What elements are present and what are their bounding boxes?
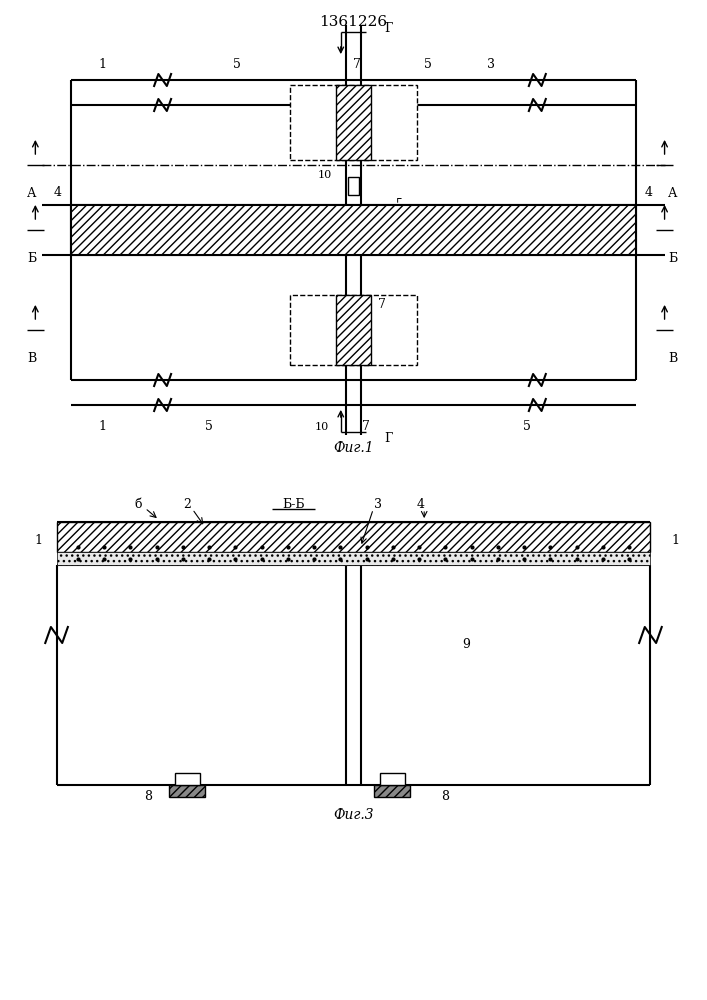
Bar	[348, 177, 358, 195]
Text: Г: Г	[385, 432, 393, 444]
Text: 5: 5	[204, 420, 213, 434]
Bar	[290, 85, 417, 160]
Text: 7: 7	[353, 58, 361, 72]
Text: 1: 1	[35, 534, 43, 546]
Text: Б-Б: Б-Б	[282, 497, 305, 510]
Bar	[71, 205, 636, 255]
Text: А: А	[27, 187, 37, 200]
Text: 4: 4	[645, 186, 653, 200]
Text: 4: 4	[54, 186, 62, 200]
Text: ⌜: ⌜	[396, 198, 403, 212]
Text: б: б	[134, 497, 141, 510]
Text: В: В	[668, 352, 678, 364]
Text: 1: 1	[98, 420, 107, 434]
Bar	[290, 295, 417, 365]
Text: Фиг.1: Фиг.1	[333, 441, 374, 455]
Text: 8: 8	[144, 790, 153, 804]
Text: 4: 4	[416, 497, 425, 510]
Text: Г: Г	[385, 21, 393, 34]
Text: В: В	[27, 352, 37, 364]
Bar	[175, 773, 199, 785]
Bar	[336, 295, 371, 365]
Text: 3: 3	[374, 497, 382, 510]
Text: Б: Б	[668, 251, 678, 264]
Text: 2: 2	[183, 497, 192, 510]
Bar	[336, 85, 371, 160]
Text: 1: 1	[98, 58, 107, 72]
Text: 7: 7	[378, 298, 386, 312]
Bar	[57, 522, 650, 552]
Text: 9: 9	[462, 639, 471, 652]
Text: 1: 1	[671, 534, 679, 546]
Text: А: А	[668, 187, 678, 200]
Text: 5: 5	[233, 58, 241, 72]
Bar	[375, 785, 410, 797]
Text: 3: 3	[487, 58, 496, 72]
Text: 8: 8	[441, 790, 450, 804]
Text: Фиг.3: Фиг.3	[333, 808, 374, 822]
Text: 5: 5	[423, 58, 432, 72]
Bar	[380, 773, 404, 785]
Text: 7: 7	[362, 420, 370, 434]
Bar	[57, 552, 650, 565]
Bar	[169, 785, 205, 797]
Text: 1361226: 1361226	[320, 15, 387, 29]
Text: 10: 10	[315, 422, 329, 432]
Text: 5: 5	[522, 420, 531, 434]
Text: 10: 10	[318, 170, 332, 180]
Text: Б: Б	[27, 251, 37, 264]
